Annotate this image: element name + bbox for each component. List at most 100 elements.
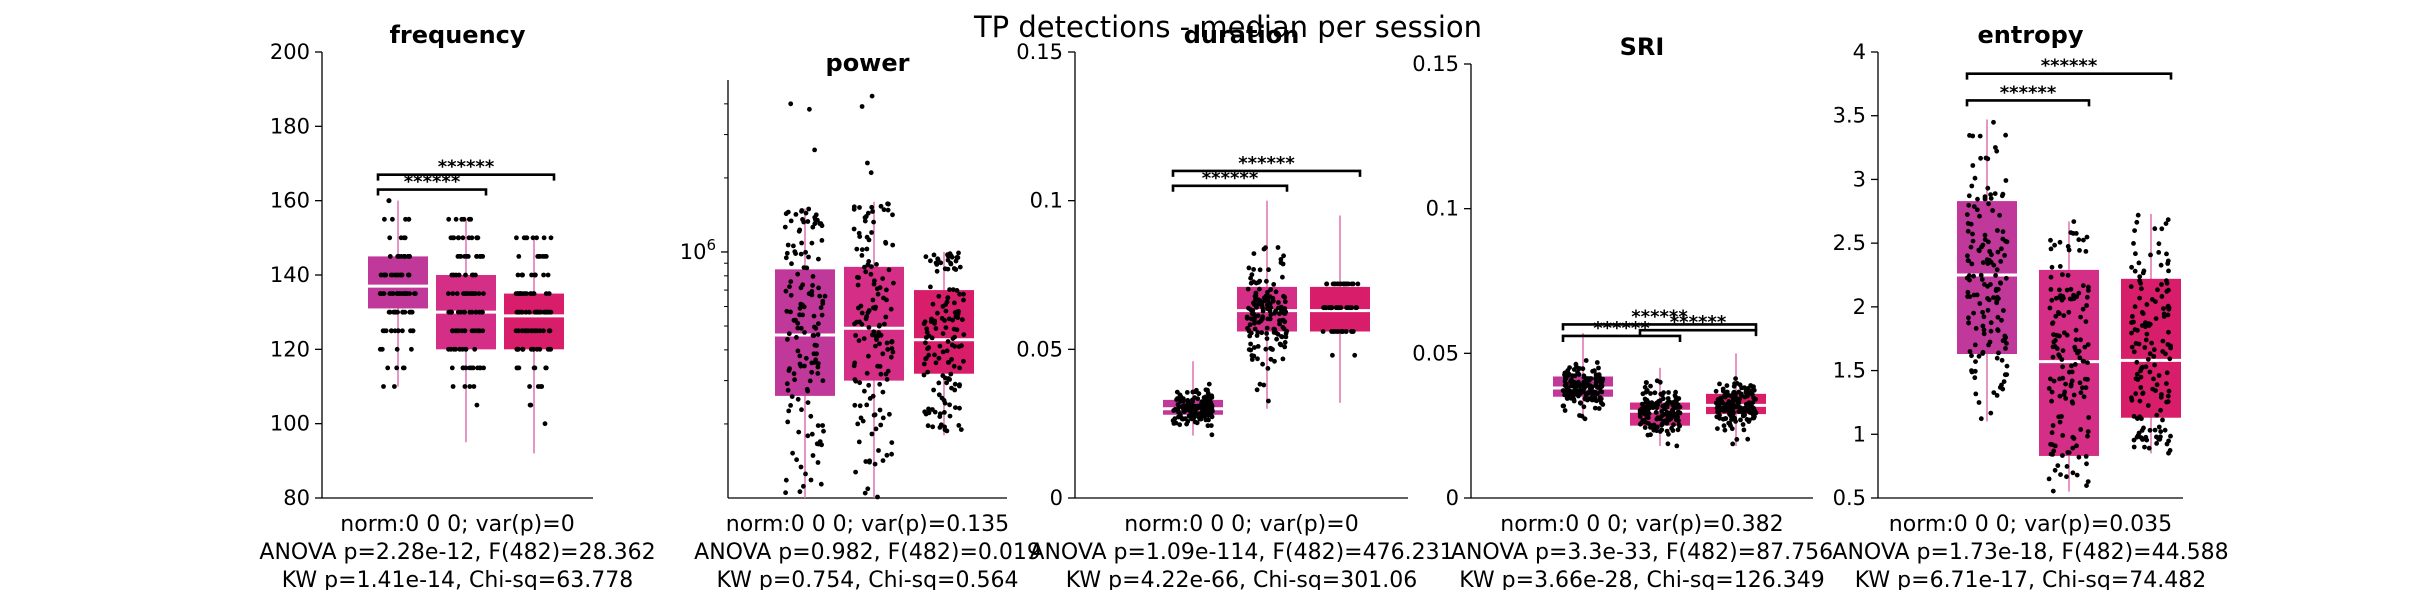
data-point (1248, 316, 1254, 322)
y-tick-label: 0.5 (1833, 486, 1866, 510)
data-point (464, 254, 470, 259)
data-point (863, 459, 869, 464)
data-point (2082, 376, 2088, 382)
data-point (1971, 310, 1976, 316)
data-point (2060, 272, 2065, 277)
outlier-point (807, 106, 812, 112)
data-point (407, 291, 412, 296)
data-point (880, 415, 886, 421)
data-point (1998, 280, 2003, 286)
data-point (1648, 383, 1653, 389)
data-point (2061, 392, 2067, 397)
data-point (2002, 253, 2007, 258)
data-point (2131, 319, 2136, 325)
data-point (2065, 450, 2071, 455)
data-point (863, 316, 869, 322)
data-point (2145, 357, 2151, 362)
data-point (2139, 310, 2145, 315)
data-point (2144, 331, 2150, 337)
data-point (1257, 286, 1262, 292)
data-point (2165, 393, 2171, 399)
data-point (1189, 413, 1195, 419)
data-point (2060, 348, 2066, 353)
data-point (387, 254, 393, 259)
data-point (869, 230, 874, 235)
data-point (2055, 463, 2061, 468)
data-point (1971, 204, 1977, 210)
data-point (2164, 441, 2170, 447)
stats-line-1: norm:0 0 0; var(p)=0.382 (1500, 512, 1783, 537)
data-point (1964, 275, 1970, 281)
data-point (1274, 336, 1279, 342)
data-point (940, 304, 946, 309)
data-point (864, 370, 870, 376)
data-point (923, 340, 928, 346)
data-point (1653, 410, 1659, 415)
data-point (2048, 274, 2054, 280)
data-point (961, 297, 966, 303)
data-point (1995, 314, 2001, 320)
outlier-point (868, 170, 874, 176)
data-point (1669, 409, 1674, 415)
data-point (2052, 467, 2058, 473)
data-point (2003, 178, 2009, 183)
data-point (948, 371, 954, 377)
data-point (2066, 247, 2072, 253)
data-point (878, 371, 884, 377)
data-point (936, 392, 942, 398)
data-point (392, 272, 398, 278)
data-point (2048, 287, 2054, 292)
y-tick-label: 1 (1853, 422, 1866, 446)
data-point (2137, 295, 2143, 301)
data-point (813, 325, 819, 331)
data-point (447, 309, 453, 315)
data-point (1976, 248, 1982, 254)
data-point (456, 272, 462, 278)
data-point (514, 235, 519, 241)
data-point (1344, 305, 1349, 311)
data-point (548, 309, 554, 315)
data-point (529, 328, 535, 334)
data-point (2151, 347, 2157, 353)
data-point (2164, 381, 2169, 386)
data-point (382, 216, 387, 222)
data-point (398, 235, 404, 241)
data-point (788, 279, 794, 284)
data-point (784, 381, 790, 387)
data-point (1349, 281, 1355, 287)
data-point (403, 216, 408, 222)
data-point (477, 365, 483, 371)
data-point (1972, 368, 1978, 374)
data-point (853, 469, 858, 475)
data-point (867, 459, 872, 465)
data-point (1969, 261, 1975, 267)
data-point (1676, 422, 1682, 427)
data-point (943, 325, 949, 330)
data-point (859, 310, 865, 316)
data-point (516, 254, 522, 259)
data-point (925, 423, 931, 429)
data-point (2152, 427, 2158, 433)
data-point (2080, 306, 2086, 312)
data-point (1753, 410, 1759, 416)
data-point (406, 216, 412, 222)
data-point (2060, 453, 2065, 458)
data-point (1324, 281, 1330, 287)
data-point (1330, 281, 1336, 287)
panel-title: power (826, 49, 910, 77)
data-point (862, 218, 868, 224)
data-point (805, 433, 811, 439)
data-point (2083, 454, 2089, 459)
data-point (1734, 437, 1740, 442)
data-point (952, 343, 958, 349)
data-point (1564, 393, 1570, 398)
data-point (1732, 381, 1737, 386)
data-point (1677, 404, 1683, 410)
data-point (2160, 417, 2165, 423)
data-point (2070, 400, 2076, 406)
data-point (1266, 267, 1271, 273)
data-point (401, 254, 407, 259)
data-point (1739, 385, 1744, 391)
data-point (2153, 388, 2158, 393)
data-point (530, 346, 536, 352)
